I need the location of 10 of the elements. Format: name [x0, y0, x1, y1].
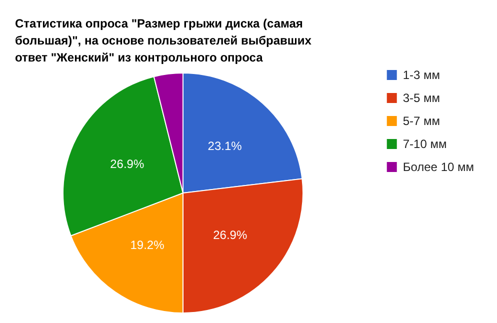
legend-label: 1-3 мм: [402, 68, 440, 82]
legend-label: 3-5 мм: [402, 91, 440, 105]
data-label: 19.2%: [130, 238, 165, 252]
legend-label: 5-7 мм: [402, 114, 440, 128]
data-label: 26.9%: [110, 156, 144, 171]
legend-label: 7-10 мм: [402, 137, 447, 151]
chart-title: Статистика опроса "Размер грыжи диска (самая большая)", на основе пользователей выбравших ответ "Женский" из контрольного опроса: [15, 16, 315, 64]
data-label: 26.9%: [213, 228, 248, 242]
legend-label: Более 10 мм: [402, 160, 474, 174]
data-label: 23.1%: [208, 138, 242, 153]
